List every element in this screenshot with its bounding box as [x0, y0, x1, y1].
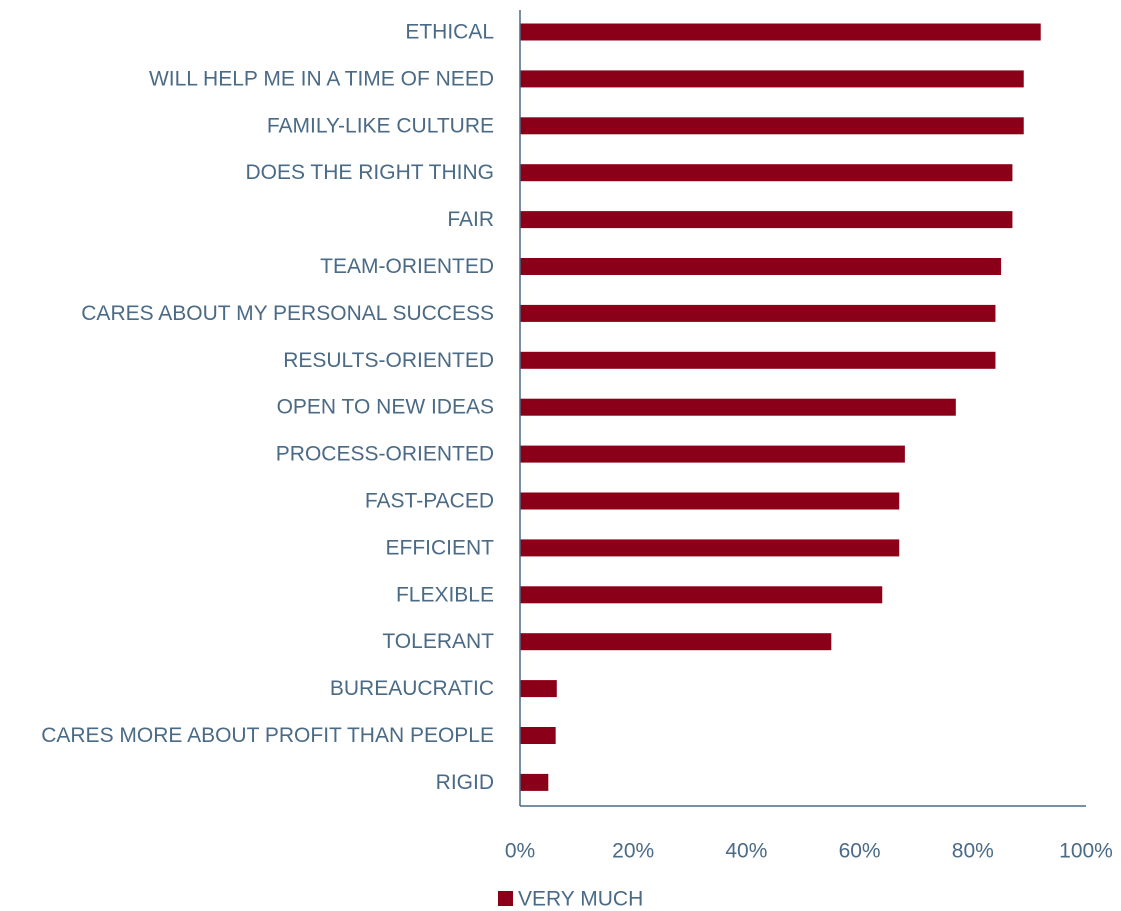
- category-label: RESULTS-ORIENTED: [283, 349, 494, 372]
- category-label: FAST-PACED: [365, 490, 494, 513]
- bar: [520, 117, 1024, 135]
- category-label: CARES ABOUT MY PERSONAL SUCCESS: [81, 302, 494, 325]
- category-label: ETHICAL: [405, 21, 494, 44]
- legend-label: VERY MUCH: [518, 888, 643, 911]
- category-labels: ETHICAL WILL HELP ME IN A TIME OF NEED FAM…: [41, 21, 494, 794]
- bar: [520, 492, 900, 510]
- bar: [520, 539, 900, 557]
- category-label: WILL HELP ME IN A TIME OF NEED: [149, 67, 494, 90]
- bar: [520, 727, 556, 744]
- x-tick-label: 60%: [839, 840, 881, 863]
- bar: [520, 351, 996, 369]
- bar: [520, 445, 905, 463]
- category-label: TEAM-ORIENTED: [320, 255, 494, 278]
- bar: [520, 586, 883, 604]
- category-label: CARES MORE ABOUT PROFIT THAN PEOPLE: [41, 724, 494, 747]
- category-label: EFFICIENT: [386, 536, 495, 559]
- x-tick-label: 0%: [505, 840, 535, 863]
- bar: [520, 23, 1041, 41]
- category-label: PROCESS-ORIENTED: [276, 443, 494, 466]
- bar: [520, 633, 832, 651]
- bar: [520, 258, 1002, 275]
- x-tick-label: 80%: [952, 840, 994, 863]
- bar: [520, 398, 956, 416]
- category-label: DOES THE RIGHT THING: [245, 161, 494, 184]
- bar: [520, 164, 1013, 182]
- x-tick-label: 100%: [1059, 840, 1113, 863]
- category-label: RIGID: [436, 771, 494, 794]
- x-tick-label: 20%: [612, 840, 654, 863]
- legend: VERY MUCH: [498, 888, 643, 911]
- category-label: FLEXIBLE: [396, 583, 494, 606]
- x-tick-label: 40%: [725, 840, 767, 863]
- bar: [520, 304, 996, 322]
- category-label: FAIR: [447, 208, 494, 231]
- category-label: TOLERANT: [382, 630, 494, 653]
- legend-swatch: [498, 891, 513, 906]
- x-tick-labels: 0% 20% 40% 60% 80% 100%: [505, 840, 1113, 863]
- bar: [520, 211, 1013, 229]
- bar: [520, 70, 1024, 88]
- category-label: FAMILY-LIKE CULTURE: [267, 114, 494, 137]
- bar: [520, 680, 557, 698]
- category-label: BUREAUCRATIC: [330, 677, 494, 700]
- category-label: OPEN TO NEW IDEAS: [277, 396, 494, 419]
- bars-group: [520, 23, 1041, 791]
- bar: [520, 773, 549, 791]
